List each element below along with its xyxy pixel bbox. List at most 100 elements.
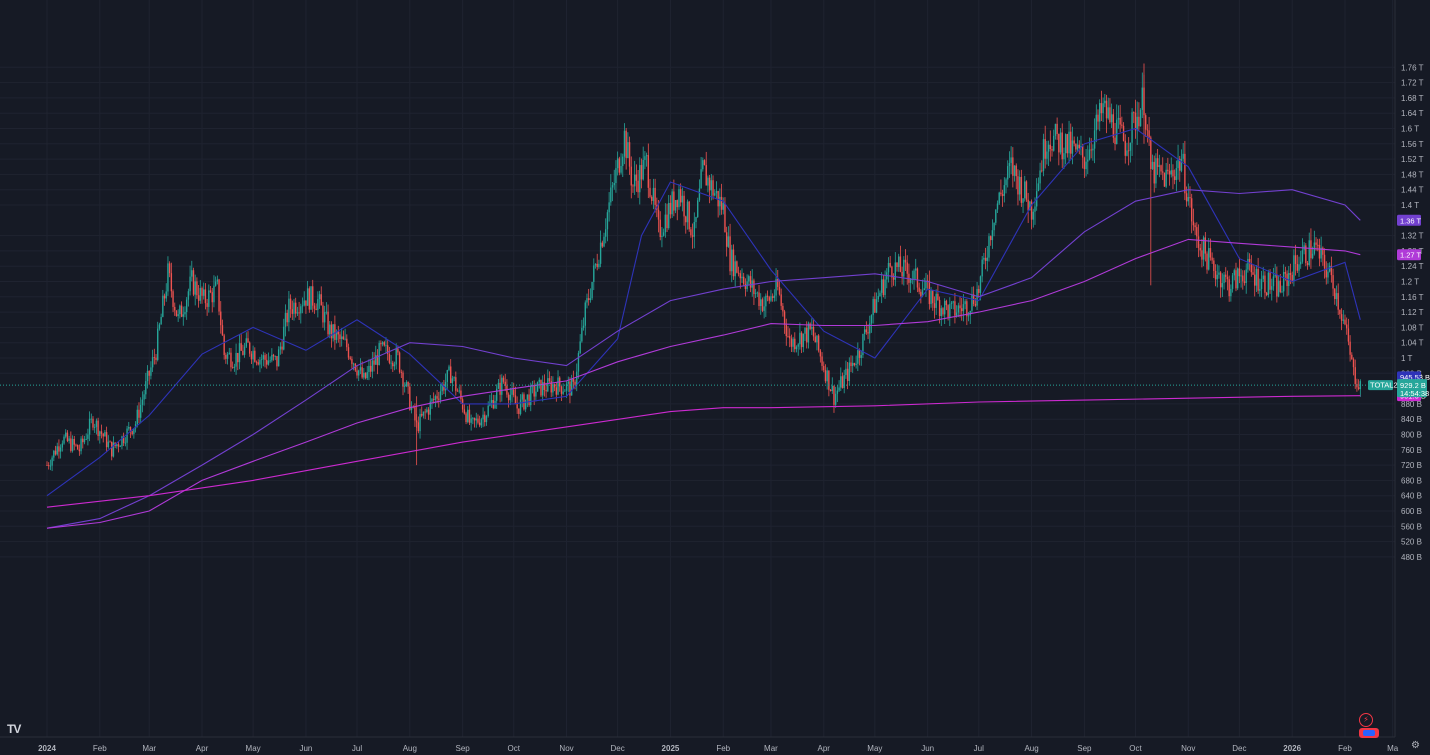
candle-body <box>375 355 377 365</box>
candle-body <box>742 276 745 284</box>
candle-body <box>337 331 339 335</box>
candle-body <box>499 382 501 395</box>
candle-body <box>560 386 563 394</box>
candle-body <box>305 300 307 306</box>
candle-body <box>986 257 988 261</box>
candle-body <box>581 327 583 342</box>
candle-body <box>128 426 130 429</box>
time-tick-label: Aug <box>403 744 417 753</box>
candle-body <box>652 187 655 201</box>
candle-body <box>1012 157 1014 176</box>
candle-body <box>654 187 656 205</box>
candle-body <box>168 263 171 274</box>
candle-body <box>763 306 765 311</box>
candle-body <box>421 413 423 416</box>
candle-body <box>65 432 67 437</box>
price-tick-label: 720 B <box>1401 461 1422 470</box>
candle-body <box>371 360 374 372</box>
time-tick-label: Feb <box>1338 744 1352 753</box>
price-tick-label: 1.6 T <box>1401 125 1419 134</box>
candle-body <box>644 156 646 160</box>
candle-body <box>1109 107 1111 123</box>
candle-body <box>553 384 556 388</box>
candle-body <box>1213 260 1215 271</box>
ma-badge-2-text: 1.36 T <box>1400 216 1422 225</box>
candle-body <box>679 189 682 203</box>
candle-body <box>153 357 156 359</box>
candle-body <box>1352 359 1355 368</box>
price-tick-label: 1.08 T <box>1401 323 1424 332</box>
candle-body <box>896 262 898 268</box>
candle-body <box>661 235 663 238</box>
candle-body <box>473 417 476 421</box>
candle-body <box>342 336 345 340</box>
candle-body <box>456 390 459 392</box>
flag-icon[interactable] <box>1359 728 1379 738</box>
candle-body <box>989 236 992 241</box>
lightning-icon[interactable]: ⚡ <box>1359 713 1373 727</box>
candle-body <box>1219 272 1222 288</box>
candle-body <box>82 438 84 443</box>
candle-body <box>674 200 677 211</box>
gear-icon[interactable]: ⚙ <box>1411 740 1420 751</box>
candle-body <box>823 365 825 371</box>
candle-body <box>516 404 518 409</box>
candle-body <box>717 191 719 207</box>
candle-body <box>157 328 159 360</box>
candle-body <box>1107 107 1109 119</box>
candle-body <box>1146 129 1149 131</box>
candle-body <box>1264 275 1266 293</box>
time-tick-label: Feb <box>716 744 730 753</box>
candle-body <box>1046 151 1048 159</box>
candle-body <box>760 299 762 307</box>
price-tick-label: 760 B <box>1401 446 1422 455</box>
candle-body <box>1327 271 1329 278</box>
candle-body <box>349 357 351 359</box>
candle-body <box>632 185 634 187</box>
candle-body <box>904 259 907 263</box>
candle-body <box>773 295 776 298</box>
price-tick-label: 1.76 T <box>1401 63 1424 72</box>
candle-body <box>1334 288 1336 300</box>
candle-body <box>293 302 295 314</box>
candle-body <box>807 323 810 343</box>
candle-body <box>460 390 462 400</box>
time-axis[interactable]: 2024 Feb Mar Apr May Jun Jul Aug Sep Oct Nov Dec 202… <box>38 744 1399 753</box>
price-tick-label: 1.68 T <box>1401 94 1424 103</box>
candle-body <box>58 446 60 452</box>
candle-body <box>1294 255 1297 265</box>
candle-body <box>405 382 408 386</box>
candle-body <box>1029 201 1031 211</box>
candle-body <box>1000 192 1002 195</box>
candle-body <box>795 346 798 350</box>
candle-body <box>875 299 878 313</box>
candle-body <box>988 236 990 258</box>
candle-body <box>1337 293 1339 310</box>
time-tick-label: Aug <box>1024 744 1038 753</box>
candle-body <box>1076 144 1079 150</box>
candle-body <box>1165 169 1167 187</box>
candle-body <box>243 346 246 355</box>
candle-body <box>1134 112 1137 131</box>
candle-body <box>312 286 314 306</box>
candle-body <box>1184 153 1186 194</box>
candle-body <box>616 158 619 169</box>
candle-body <box>121 436 123 447</box>
candle-body <box>1209 248 1212 258</box>
candle-body <box>862 334 864 356</box>
tradingview-logo[interactable]: TV <box>7 722 21 736</box>
candle-body <box>649 187 651 197</box>
candle-body <box>1194 225 1196 228</box>
candle-body <box>1257 269 1259 291</box>
price-tick-label: 1.32 T <box>1401 232 1424 241</box>
candle-body <box>1129 142 1132 151</box>
candle-body <box>1049 144 1052 150</box>
candle-body <box>426 409 428 413</box>
candle-body <box>962 304 965 312</box>
candle-body <box>378 343 380 366</box>
candle-body <box>376 355 379 366</box>
candle-body <box>172 291 174 307</box>
candle-body <box>1202 237 1205 260</box>
